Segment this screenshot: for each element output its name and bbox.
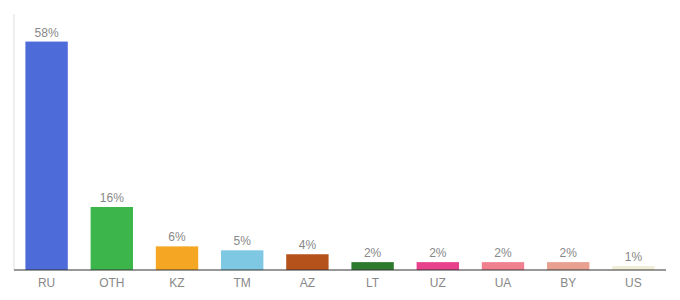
data-label: 5% — [234, 234, 252, 248]
bar — [286, 254, 328, 270]
bar — [417, 262, 459, 270]
x-tick-label: KZ — [169, 276, 184, 290]
bar — [91, 207, 133, 270]
data-label: 2% — [429, 246, 447, 260]
bar — [25, 42, 67, 270]
bar — [156, 246, 198, 270]
x-tick-label: US — [625, 276, 642, 290]
chart-svg: RU OTH KZ TM AZ LT UZ UA BY US 58% 16% 6% 5% 4% 2% 2% 2% 2… — [0, 0, 680, 300]
data-label: 16% — [100, 191, 124, 205]
x-axis-line — [14, 269, 666, 270]
data-label: 2% — [494, 246, 512, 260]
bar — [221, 250, 263, 270]
bar — [482, 262, 524, 270]
data-label: 1% — [625, 250, 643, 264]
x-tick-label: LT — [366, 276, 380, 290]
x-tick-label: RU — [38, 276, 55, 290]
data-label: 2% — [560, 246, 578, 260]
x-tick-label: TM — [234, 276, 251, 290]
data-label: 6% — [168, 230, 186, 244]
x-tick-label: UA — [495, 276, 512, 290]
data-label: 58% — [35, 26, 59, 40]
data-label: 4% — [299, 238, 317, 252]
x-tick-label: OTH — [99, 276, 124, 290]
bar — [351, 262, 393, 270]
x-tick-label: BY — [560, 276, 576, 290]
x-tick-label: UZ — [430, 276, 446, 290]
chart-container: RU OTH KZ TM AZ LT UZ UA BY US 58% 16% 6% 5% 4% 2% 2% 2% 2… — [0, 0, 680, 300]
data-label: 2% — [364, 246, 382, 260]
bar — [547, 262, 589, 270]
bars — [25, 42, 654, 270]
y-axis-line — [14, 14, 15, 270]
x-tick-label: AZ — [300, 276, 315, 290]
